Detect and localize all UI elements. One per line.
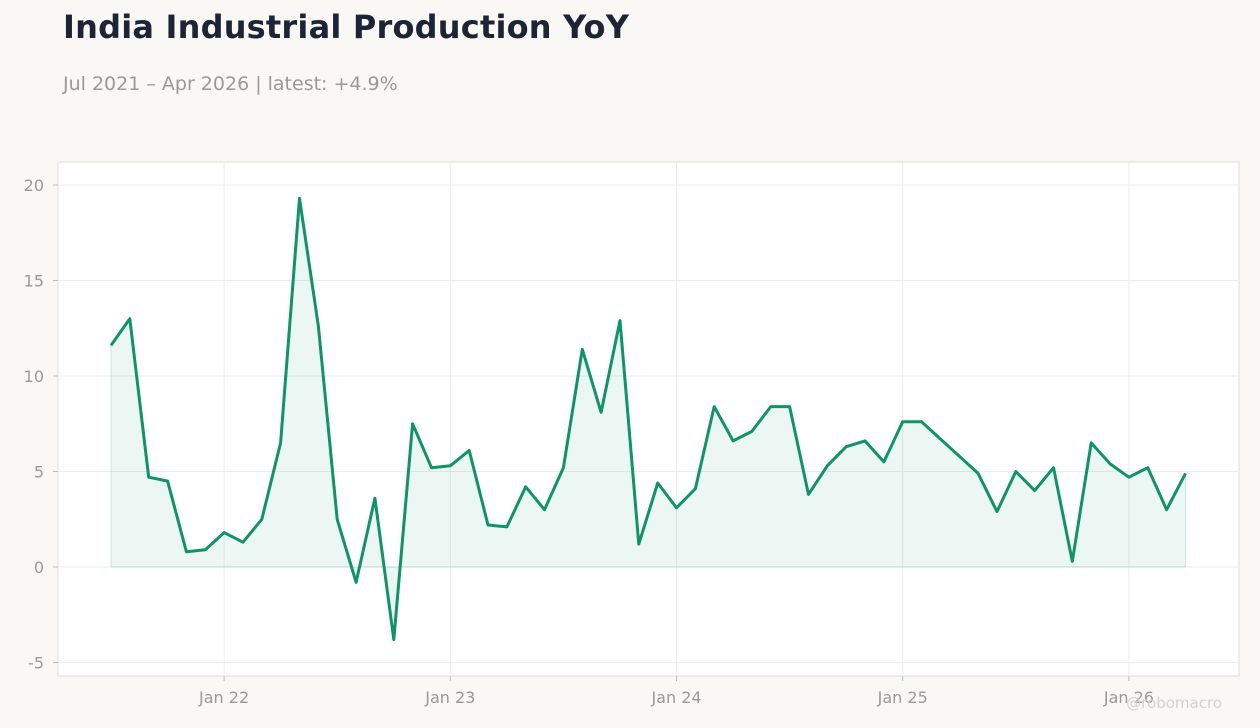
x-tick-label: Jan 24	[650, 688, 701, 707]
y-tick-label: 20	[24, 176, 44, 195]
y-tick-label: 0	[34, 558, 44, 577]
y-tick-label: -5	[28, 654, 44, 673]
y-tick-label: 15	[24, 272, 44, 291]
y-axis: 20 15 10 5 0 -5	[24, 176, 58, 673]
series-line	[109, 196, 1187, 642]
chart-title: India Industrial Production YoY	[63, 8, 630, 46]
watermark: @robomacro	[1126, 694, 1222, 712]
y-tick-label: 5	[34, 463, 44, 482]
x-tick-label: Jan 26	[1103, 688, 1154, 707]
plot-area	[57, 161, 1240, 677]
chart-subtitle: Jul 2021 – Apr 2026 | latest: +4.9%	[63, 73, 398, 95]
grid-lines	[58, 162, 1239, 676]
x-tick-label: Jan 23	[424, 688, 475, 707]
x-tick-label: Jan 25	[877, 688, 928, 707]
x-tick-label: Jan 22	[198, 688, 249, 707]
y-tick-label: 10	[24, 367, 44, 386]
x-axis: Jan 22 Jan 23 Jan 24 Jan 25 Jan 26	[198, 676, 1154, 707]
